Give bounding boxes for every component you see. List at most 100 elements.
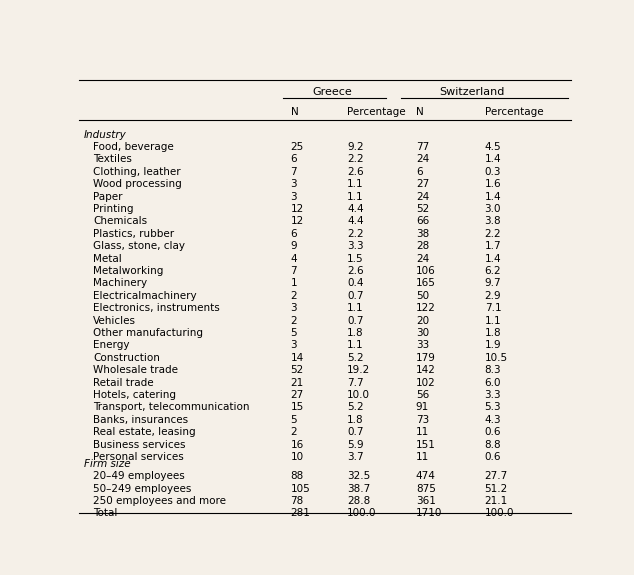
Text: 38: 38 [416, 229, 429, 239]
Text: Metal: Metal [93, 254, 122, 263]
Text: 1.8: 1.8 [347, 415, 364, 425]
Text: 0.7: 0.7 [347, 316, 363, 325]
Text: Textiles: Textiles [93, 155, 132, 164]
Text: 8.3: 8.3 [484, 365, 501, 375]
Text: Total: Total [93, 508, 117, 519]
Text: Hotels, catering: Hotels, catering [93, 390, 176, 400]
Text: Greece: Greece [313, 87, 352, 97]
Text: 0.6: 0.6 [484, 452, 501, 462]
Text: Paper: Paper [93, 191, 122, 202]
Text: N: N [416, 106, 424, 117]
Text: 5.3: 5.3 [484, 402, 501, 412]
Text: 0.7: 0.7 [347, 427, 363, 437]
Text: 7: 7 [290, 266, 297, 276]
Text: 281: 281 [290, 508, 311, 519]
Text: 2.6: 2.6 [347, 266, 364, 276]
Text: 52: 52 [416, 204, 429, 214]
Text: 1.9: 1.9 [484, 340, 501, 350]
Text: 10.5: 10.5 [484, 353, 508, 363]
Text: Personal services: Personal services [93, 452, 184, 462]
Text: Wholesale trade: Wholesale trade [93, 365, 178, 375]
Text: 32.5: 32.5 [347, 471, 370, 481]
Text: 151: 151 [416, 439, 436, 450]
Text: 0.7: 0.7 [347, 291, 363, 301]
Text: 4: 4 [290, 254, 297, 263]
Text: 14: 14 [290, 353, 304, 363]
Text: Construction: Construction [93, 353, 160, 363]
Text: 0.4: 0.4 [347, 278, 363, 289]
Text: Percentage: Percentage [347, 106, 406, 117]
Text: 12: 12 [290, 204, 304, 214]
Text: 4.4: 4.4 [347, 216, 364, 227]
Text: 50–249 employees: 50–249 employees [93, 484, 191, 493]
Text: Electronics, instruments: Electronics, instruments [93, 303, 220, 313]
Text: 52: 52 [290, 365, 304, 375]
Text: 122: 122 [416, 303, 436, 313]
Text: 5: 5 [290, 328, 297, 338]
Text: 3.3: 3.3 [347, 242, 364, 251]
Text: 6: 6 [290, 155, 297, 164]
Text: 51.2: 51.2 [484, 484, 508, 493]
Text: 9.7: 9.7 [484, 278, 501, 289]
Text: 6: 6 [416, 167, 422, 177]
Text: 102: 102 [416, 378, 436, 388]
Text: 4.3: 4.3 [484, 415, 501, 425]
Text: Food, beverage: Food, beverage [93, 142, 174, 152]
Text: 106: 106 [416, 266, 436, 276]
Text: 5.2: 5.2 [347, 353, 364, 363]
Text: Chemicals: Chemicals [93, 216, 147, 227]
Text: 2: 2 [290, 316, 297, 325]
Text: 1.1: 1.1 [484, 316, 501, 325]
Text: 1.4: 1.4 [484, 254, 501, 263]
Text: 165: 165 [416, 278, 436, 289]
Text: 27: 27 [416, 179, 429, 189]
Text: Printing: Printing [93, 204, 134, 214]
Text: 50: 50 [416, 291, 429, 301]
Text: 1.1: 1.1 [347, 191, 364, 202]
Text: 1: 1 [290, 278, 297, 289]
Text: 2.6: 2.6 [347, 167, 364, 177]
Text: 30: 30 [416, 328, 429, 338]
Text: Industry: Industry [84, 129, 127, 140]
Text: 10.0: 10.0 [347, 390, 370, 400]
Text: Energy: Energy [93, 340, 129, 350]
Text: 7.1: 7.1 [484, 303, 501, 313]
Text: 3: 3 [290, 179, 297, 189]
Text: 21: 21 [290, 378, 304, 388]
Text: 2: 2 [290, 291, 297, 301]
Text: 9: 9 [290, 242, 297, 251]
Text: 105: 105 [290, 484, 310, 493]
Text: 27.7: 27.7 [484, 471, 508, 481]
Text: 7: 7 [290, 167, 297, 177]
Text: 27: 27 [290, 390, 304, 400]
Text: 3.0: 3.0 [484, 204, 501, 214]
Text: 3: 3 [290, 303, 297, 313]
Text: Wood processing: Wood processing [93, 179, 182, 189]
Text: 7.7: 7.7 [347, 378, 364, 388]
Text: 1.4: 1.4 [484, 191, 501, 202]
Text: Machinery: Machinery [93, 278, 147, 289]
Text: 474: 474 [416, 471, 436, 481]
Text: 1.6: 1.6 [484, 179, 501, 189]
Text: Transport, telecommunication: Transport, telecommunication [93, 402, 250, 412]
Text: 1.8: 1.8 [347, 328, 364, 338]
Text: 6.2: 6.2 [484, 266, 501, 276]
Text: 5: 5 [290, 415, 297, 425]
Text: Electricalmachinery: Electricalmachinery [93, 291, 197, 301]
Text: Plastics, rubber: Plastics, rubber [93, 229, 174, 239]
Text: 1.4: 1.4 [484, 155, 501, 164]
Text: 100.0: 100.0 [347, 508, 377, 519]
Text: 12: 12 [290, 216, 304, 227]
Text: Switzerland: Switzerland [439, 87, 505, 97]
Text: 20–49 employees: 20–49 employees [93, 471, 184, 481]
Text: 2.2: 2.2 [347, 229, 364, 239]
Text: 3.8: 3.8 [484, 216, 501, 227]
Text: 2.2: 2.2 [484, 229, 501, 239]
Text: 4.4: 4.4 [347, 204, 364, 214]
Text: 33: 33 [416, 340, 429, 350]
Text: 2: 2 [290, 427, 297, 437]
Text: Firm size: Firm size [84, 459, 131, 469]
Text: 24: 24 [416, 254, 429, 263]
Text: 1.7: 1.7 [484, 242, 501, 251]
Text: 21.1: 21.1 [484, 496, 508, 506]
